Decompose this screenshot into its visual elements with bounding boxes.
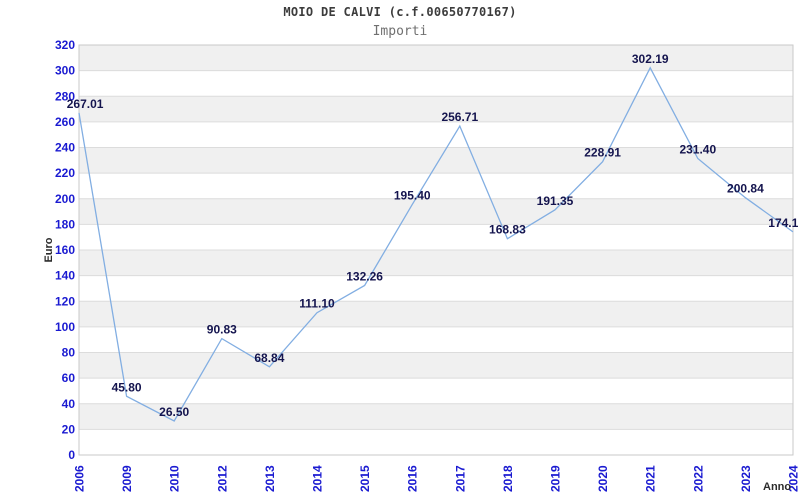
x-tick-label: 2020 [596,465,610,492]
grid-band [79,403,793,430]
grid-band [79,96,793,122]
point-label: 200.84 [727,182,764,196]
grid-band [79,198,793,225]
x-tick-label: 2015 [358,465,372,492]
point-label: 111.10 [299,297,335,311]
x-tick-label: 2017 [453,465,467,492]
point-label: 267.01 [67,97,104,111]
y-tick-label: 300 [55,64,75,78]
y-tick-label: 40 [62,397,76,411]
point-label: 231.40 [679,143,716,157]
x-tick-label: 2012 [215,465,229,492]
grid-band [79,45,793,71]
x-tick-label: 2014 [311,465,325,492]
y-tick-label: 160 [55,243,75,257]
x-tick-label: 2019 [549,465,563,492]
y-tick-label: 240 [55,141,75,155]
chart-title: MOIO DE CALVI (c.f.00650770167) [283,5,517,19]
x-tick-label: 2013 [263,465,277,492]
point-label: 195.40 [394,189,431,203]
y-tick-label: 20 [62,422,76,436]
y-tick-label: 180 [55,217,75,231]
x-tick-label: 2021 [644,465,658,492]
y-tick-label: 200 [55,192,75,206]
x-axis-title: Anno [763,481,791,493]
point-label: 191.35 [537,194,574,208]
y-tick-label: 280 [55,89,75,103]
grid-band [79,250,793,276]
point-label: 174.1 [768,216,798,230]
point-label: 90.83 [207,323,237,337]
x-tick-label: 2024 [787,465,800,492]
y-tick-label: 140 [55,269,75,283]
point-label: 26.50 [159,405,189,419]
x-tick-label: 2006 [73,465,87,492]
x-tick-label: 2018 [501,465,515,492]
y-tick-label: 320 [55,38,75,52]
y-tick-label: 100 [55,320,75,334]
y-axis-title: Euro [43,237,55,262]
importi-data-line [78,66,794,422]
y-tick-label: 60 [62,371,76,385]
chart-subtitle: Importi [372,24,428,39]
x-tick-label: 2009 [120,465,134,492]
point-label: 228.91 [584,146,621,160]
point-label: 68.84 [254,351,284,365]
point-label: 256.71 [441,110,478,124]
grid-band [79,352,793,379]
x-tick-label: 2016 [406,465,420,492]
x-tick-label: 2010 [168,465,182,492]
y-tick-label: 220 [55,166,75,180]
y-tick-label: 0 [68,448,75,462]
y-tick-label: 80 [62,346,76,360]
grid-band [79,147,793,174]
point-label: 302.19 [632,52,669,66]
point-label: 168.83 [489,223,526,237]
point-label: 132.26 [346,270,383,284]
x-tick-label: 2023 [739,465,753,492]
x-tick-label: 2022 [691,465,705,492]
y-tick-label: 260 [55,115,75,129]
point-label: 45.80 [112,380,142,394]
y-tick-label: 120 [55,294,75,308]
plot-border [78,44,794,456]
grid-band [79,301,793,327]
